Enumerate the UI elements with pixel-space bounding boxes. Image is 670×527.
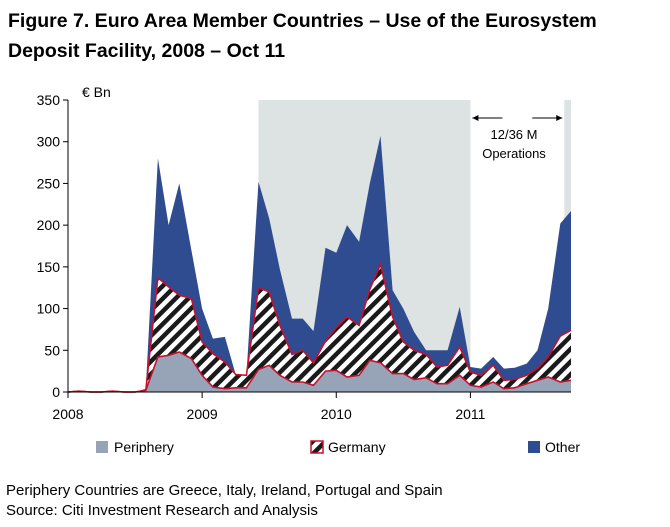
annotation-line2: Operations [482,146,546,161]
footnote-periphery-definition: Periphery Countries are Greece, Italy, I… [6,482,443,499]
y-tick-label-100: 100 [37,301,61,317]
legend-label-periphery: Periphery [114,439,174,455]
legend: Periphery Germany Other [96,439,580,455]
y-tick-label-150: 150 [37,259,61,275]
series-area-periphery [68,352,571,392]
legend-label-germany: Germany [328,439,386,455]
y-tick-label-350: 350 [37,92,61,108]
footnote-source: Source: Citi Investment Research and Ana… [6,502,318,519]
annotation-arrowhead-left [472,115,479,121]
stacked-area-chart: 12/36 M Operations 0 50 100 150 200 250 300 350… [37,84,581,455]
footnote: Periphery Countries are Greece, Italy, I… [6,481,666,521]
y-tick-label-250: 250 [37,175,61,191]
legend-swatch-other [528,441,540,453]
annotation-arrowhead-right [556,115,563,121]
annotation-layer: 12/36 M Operations [472,115,563,161]
y-tick-label-300: 300 [37,134,61,150]
annotation-line1: 12/36 M [491,127,538,142]
series-area-germany-outline [67,261,572,393]
legend-label-other: Other [545,439,580,455]
y-axis-label: € Bn [82,84,111,100]
legend-swatch-germany [310,440,324,454]
series-area-other [68,135,571,392]
series-area-periphery-outline [67,351,572,393]
x-tick-label-2011: 2011 [455,406,485,422]
x-tick-label-2008: 2008 [52,406,83,422]
y-tick-label-200: 200 [37,217,61,233]
legend-swatch-periphery [96,441,108,453]
area-layer [67,135,572,393]
figure-title: Figure 7. Euro Area Member Countries – U… [8,10,597,62]
y-tick-label-50: 50 [44,342,60,358]
y-tick-label-0: 0 [52,384,60,400]
series-area-germany [68,264,571,392]
axis-layer: 0 50 100 150 200 250 300 350 2008 2009 2010 2011 [37,92,571,422]
x-tick-label-2010: 2010 [321,406,352,422]
x-tick-label-2009: 2009 [187,406,218,422]
